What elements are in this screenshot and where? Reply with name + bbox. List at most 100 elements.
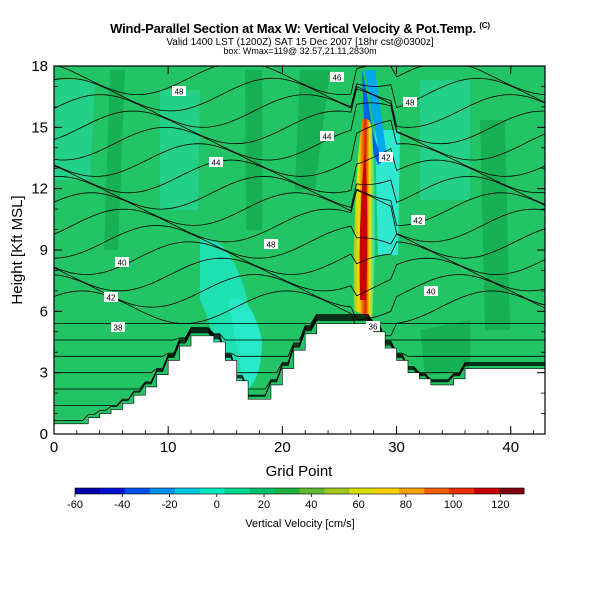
colorbar-swatch xyxy=(249,488,275,494)
theta-contour xyxy=(54,148,545,194)
theta-contour xyxy=(54,318,545,390)
valid-time-line: Valid 1400 LST (1200Z) SAT 15 Dec 2007 [… xyxy=(166,37,434,48)
theta-label: 42 xyxy=(414,217,423,226)
colorbar-tick-label: 120 xyxy=(491,499,509,511)
colorbar-tick-label: -40 xyxy=(114,499,130,511)
theta-contours xyxy=(54,66,545,422)
y-tick-label: 6 xyxy=(40,303,48,320)
x-tick-label: 10 xyxy=(160,439,177,456)
theta-contour xyxy=(54,315,545,341)
theta-contour xyxy=(54,319,545,406)
y-tick-label: 18 xyxy=(31,58,48,75)
colorbar-swatch xyxy=(424,488,450,494)
terrain-mask xyxy=(53,323,546,435)
theta-label-bg xyxy=(403,97,417,107)
colorbar-swatch xyxy=(124,488,151,494)
y-tick-label: 3 xyxy=(40,365,48,382)
colorbar-tick-label: -60 xyxy=(67,499,83,511)
chart-title: Wind-Parallel Section at Max W: Vertical… xyxy=(110,21,490,36)
colorbar-swatch xyxy=(199,488,226,494)
colorbar-tick-label: 100 xyxy=(444,499,462,511)
colorbar-swatch xyxy=(99,488,126,494)
colorbar-frame xyxy=(74,487,525,495)
theta-contour xyxy=(54,189,545,243)
colorbar-swatch xyxy=(449,488,475,494)
theta-contour xyxy=(54,119,545,177)
theta-contour xyxy=(54,314,545,324)
x-axis-label: Grid Point xyxy=(266,463,334,480)
colorbar-swatch xyxy=(75,488,101,494)
theta-contour xyxy=(54,188,545,226)
colorbar-swatch xyxy=(474,488,500,494)
y-tick-label: 9 xyxy=(40,242,48,259)
theta-label-bg xyxy=(424,286,438,296)
colorbar-tick-label: 20 xyxy=(258,499,270,511)
theta-label: 48 xyxy=(267,241,276,250)
terrain-profile xyxy=(53,323,546,435)
colorbar-swatch xyxy=(499,488,525,494)
colorbar-swatch xyxy=(324,488,350,494)
theta-contour xyxy=(54,66,545,96)
colorbar-swatch xyxy=(299,488,325,494)
theta-label-bg xyxy=(172,86,186,96)
theta-label-bg xyxy=(104,292,118,302)
colorbar-tick-label: 60 xyxy=(352,499,364,511)
colorbar-tick-label: 0 xyxy=(214,499,220,511)
theta-contour xyxy=(54,225,545,259)
theta-contour xyxy=(54,317,545,374)
theta-label-bg xyxy=(379,152,393,162)
theta-contour xyxy=(54,88,545,145)
theta-label: 44 xyxy=(212,159,221,168)
colorbar-swatch xyxy=(374,488,400,494)
theta-labels: 48 44 46 44 48 42 48 42 40 42 40 38 36 xyxy=(104,72,438,333)
x-tick-label: 0 xyxy=(50,439,58,456)
theta-label: 40 xyxy=(118,259,127,268)
theta-contour xyxy=(54,85,545,128)
colorbar-tick-label: 40 xyxy=(305,499,317,511)
colorbar-label: Vertical Velocity [cm/s] xyxy=(245,518,354,530)
y-axis-label: Height [Kft MSL] xyxy=(9,195,26,304)
theta-label: 48 xyxy=(406,99,415,108)
x-tick-label: 20 xyxy=(274,439,291,456)
theta-contour xyxy=(54,241,545,275)
y-tick-label: 0 xyxy=(40,426,48,443)
colorbar-swatch xyxy=(399,488,425,494)
theta-contour xyxy=(54,320,545,422)
theta-label: 44 xyxy=(323,133,332,142)
theta-label: 46 xyxy=(333,74,342,83)
theta-contour xyxy=(54,175,545,210)
theta-label-bg xyxy=(209,157,223,167)
theta-label: 38 xyxy=(114,324,123,333)
theta-contour xyxy=(54,290,545,337)
theta-label-bg xyxy=(320,131,334,141)
theta-label: 36 xyxy=(369,323,378,332)
y-tick-label: 12 xyxy=(31,181,48,198)
theta-label-bg xyxy=(366,321,380,331)
y-tick-label: 15 xyxy=(31,119,48,136)
wmax-box-line: box: Wmax=119@ 32.57,21.11,2830m xyxy=(223,46,377,56)
x-tick-label: 40 xyxy=(502,439,519,456)
theta-contour xyxy=(54,77,545,112)
x-tick-label: 30 xyxy=(388,439,405,456)
theta-label-bg xyxy=(330,72,344,82)
colorbar: -60 -40 -20 0 20 40 60 80 100 120 xyxy=(67,487,525,511)
theta-label-bg xyxy=(411,215,425,225)
theta-contour xyxy=(54,102,545,161)
theta-contour xyxy=(54,257,545,297)
theta-label: 42 xyxy=(382,154,391,163)
theta-contour xyxy=(54,274,545,320)
colorbar-swatch xyxy=(349,488,375,494)
colorbar-swatch xyxy=(174,488,201,494)
colorbar-swatch xyxy=(149,488,176,494)
theta-contour xyxy=(54,316,545,357)
theta-label: 48 xyxy=(175,88,184,97)
colorbar-tick-label: 80 xyxy=(400,499,412,511)
colorbar-swatch xyxy=(274,488,300,494)
colorbar-tick-label: -20 xyxy=(162,499,178,511)
theta-label: 42 xyxy=(107,294,116,303)
theta-label: 40 xyxy=(427,288,436,297)
theta-label-bg xyxy=(111,322,125,332)
colorbar-swatch xyxy=(224,488,251,494)
